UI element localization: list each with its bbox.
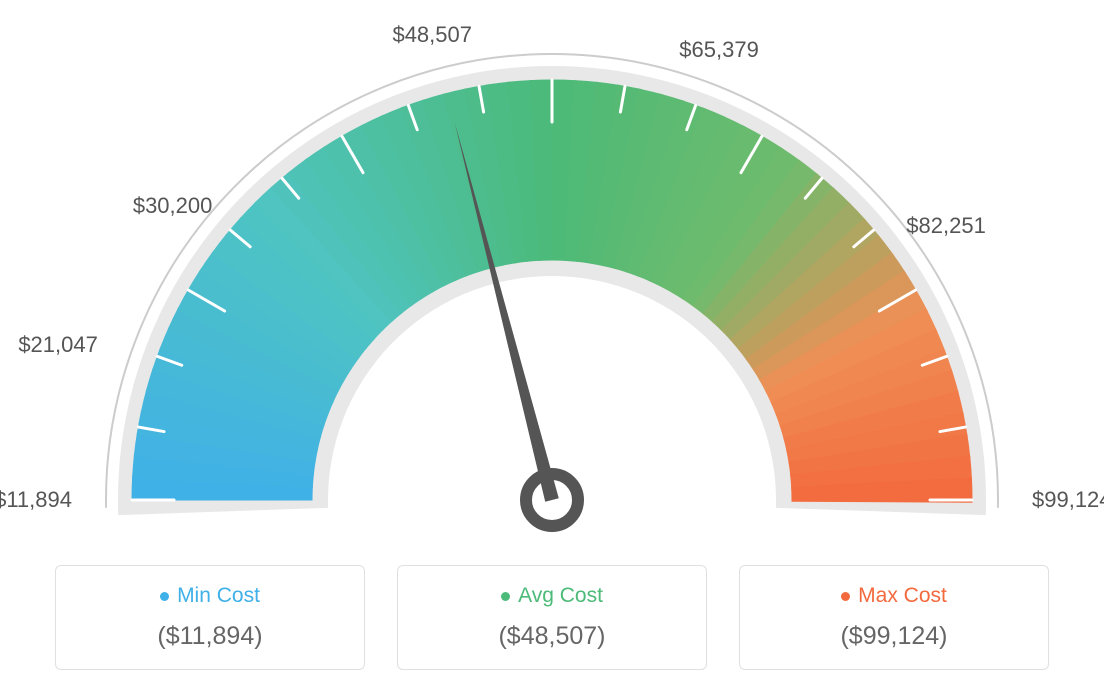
- gauge-tick-label: $11,894: [0, 487, 72, 513]
- avg-cost-value: ($48,507): [426, 622, 678, 651]
- avg-cost-title: Avg Cost: [426, 584, 678, 608]
- min-cost-card: Min Cost ($11,894): [55, 565, 365, 670]
- max-cost-value: ($99,124): [768, 622, 1020, 651]
- max-cost-label: Max Cost: [858, 584, 947, 608]
- min-cost-title: Min Cost: [84, 584, 336, 608]
- gauge-tick-label: $82,251: [906, 213, 986, 239]
- gauge-svg: [12, 10, 1092, 550]
- min-dot-icon: [160, 592, 169, 601]
- gauge-chart: $11,894$21,047$30,200$48,507$65,379$82,2…: [12, 10, 1092, 550]
- gauge-tick-label: $99,124: [1032, 487, 1104, 513]
- avg-cost-label: Avg Cost: [518, 584, 603, 608]
- gauge-tick-label: $48,507: [392, 22, 472, 48]
- max-dot-icon: [841, 592, 850, 601]
- min-cost-label: Min Cost: [177, 584, 260, 608]
- gauge-tick-label: $21,047: [18, 332, 98, 358]
- max-cost-title: Max Cost: [768, 584, 1020, 608]
- gauge-tick-label: $65,379: [679, 37, 759, 63]
- stat-cards-row: Min Cost ($11,894) Avg Cost ($48,507) Ma…: [0, 565, 1104, 670]
- max-cost-card: Max Cost ($99,124): [739, 565, 1049, 670]
- avg-cost-card: Avg Cost ($48,507): [397, 565, 707, 670]
- min-cost-value: ($11,894): [84, 622, 336, 651]
- gauge-tick-label: $30,200: [133, 193, 213, 219]
- avg-dot-icon: [501, 592, 510, 601]
